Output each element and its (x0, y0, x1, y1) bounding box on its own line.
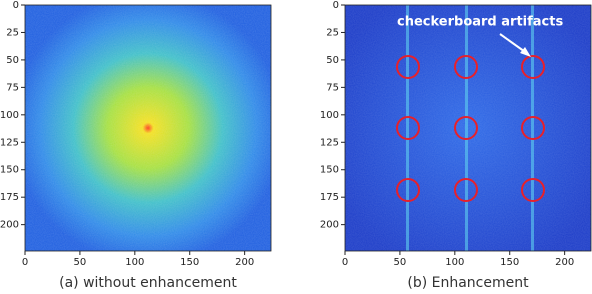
x-tick-label: 100 (445, 257, 464, 268)
y-tick-label: 200 (320, 220, 339, 231)
y-tick-label: 0 (13, 0, 19, 11)
axes-frame (344, 4, 592, 252)
axes-frame (24, 4, 272, 252)
x-tick-label: 0 (342, 257, 348, 268)
panel: checkerboard artifacts 0 50 100 150 200 0 25 50… (320, 0, 592, 291)
x-tick-label: 50 (74, 257, 87, 268)
panel: 0 50 100 150 200 0 25 50 75 100 125 150 175 200 (a) wi… (0, 0, 272, 291)
y-tick-label: 100 (0, 110, 19, 121)
y-tick-label: 0 (333, 0, 339, 11)
artifact-lines (406, 5, 534, 251)
y-tick-label: 50 (326, 55, 339, 66)
y-tick-label: 75 (6, 82, 19, 93)
annotation: checkerboard artifacts (397, 15, 563, 30)
y-tick-label: 50 (6, 55, 19, 66)
spectrum-noise (25, 5, 271, 251)
x-tick-label: 150 (500, 257, 519, 268)
x-tick-label: 0 (22, 257, 28, 268)
y-tick-label: 150 (320, 165, 339, 176)
artifact-circles (396, 55, 545, 202)
caption: (b) Enhancement (407, 275, 529, 291)
y-tick-label: 200 (0, 220, 19, 231)
y-tick-label: 125 (320, 137, 339, 148)
x-tick-label: 50 (394, 257, 407, 268)
caption: (a) without enhancement (59, 275, 237, 291)
y-tick-label: 150 (0, 165, 19, 176)
y-tick-label: 175 (320, 192, 339, 203)
x-tick-label: 100 (125, 257, 144, 268)
y-tick-label: 75 (326, 82, 339, 93)
x-tick-label: 200 (555, 257, 574, 268)
annotation-arrowhead (520, 47, 531, 57)
y-tick-label: 175 (0, 192, 19, 203)
x-tick-label: 200 (235, 257, 254, 268)
x-tick-label: 150 (180, 257, 199, 268)
y-tick-label: 125 (0, 137, 19, 148)
y-tick-label: 100 (320, 110, 339, 121)
y-tick-label: 25 (326, 27, 339, 38)
y-tick-label: 25 (6, 27, 19, 38)
